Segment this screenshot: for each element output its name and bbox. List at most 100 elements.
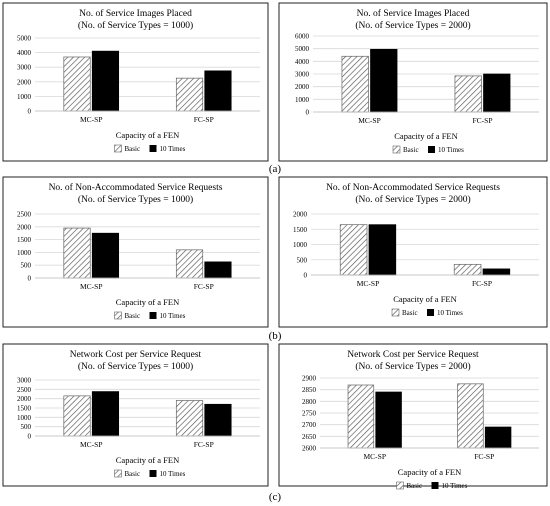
bar-basic-mc-sp: [347, 384, 375, 449]
y-tick-label: 2850: [302, 386, 317, 394]
y-tick-label: 1000: [17, 249, 32, 257]
x-axis-label: Capacity of a FEN: [398, 467, 462, 477]
row-label-a: (a): [269, 163, 282, 175]
chart-panel-2: No. of Service Images Placed(No. of Serv…: [278, 2, 548, 162]
y-tick-label: 2000: [295, 83, 310, 91]
chart-title: No. of Service Images Placed: [357, 8, 470, 19]
bar-10-times-mc-sp: [370, 48, 398, 113]
x-axis-label: Capacity of a FEN: [116, 455, 180, 465]
legend-label-basic: Basic: [407, 482, 423, 490]
y-tick-label: 4000: [17, 49, 32, 57]
y-tick-label: 2500: [17, 211, 32, 219]
legend-swatch-10-times: [149, 312, 157, 319]
x-tick-label: FC-SP: [194, 282, 214, 291]
y-tick-label: 2650: [302, 433, 317, 441]
chart-title: No. of Non-Accommodated Service Requests: [326, 182, 500, 193]
charts-layer: No. of Service Images Placed (No. of Serv…: [2, 2, 548, 490]
row-labels: (a) (b) (c): [269, 163, 282, 503]
bar-10-times-mc-sp: [375, 391, 402, 449]
y-tick-label: 2750: [302, 410, 317, 418]
chart-frame: [278, 176, 548, 328]
legend-label-basic: Basic: [125, 312, 141, 320]
bar-basic-fc-sp: [175, 249, 204, 279]
chart-title: No. of Non-Accommodated Service Requests: [49, 182, 223, 193]
x-axis-label: Capacity of a FEN: [116, 297, 180, 307]
chart-panel-3: No. of Non-Accommodated Service Requests…: [2, 176, 269, 328]
legend-swatch-basic: [114, 144, 122, 153]
legend-swatch-10-times: [149, 145, 157, 152]
row-label-b: (b): [269, 330, 282, 342]
chart-title: Network Cost per Service Request: [70, 350, 202, 360]
chart-subtitle: (No. of Service Types = 1000): [78, 194, 193, 205]
legend-label-basic: Basic: [402, 309, 418, 317]
y-tick-label: 1500: [17, 236, 32, 244]
chart-panel-6: Network Cost per Service Request(No. of …: [278, 343, 548, 490]
chart-title: Network Cost per Service Request: [347, 350, 479, 360]
y-tick-label: 500: [297, 256, 308, 264]
y-tick-label: 1000: [293, 241, 308, 249]
y-tick-label: 0: [28, 108, 32, 116]
y-tick-label: 5000: [17, 35, 32, 43]
y-tick-label: 6000: [295, 33, 310, 41]
y-tick-label: 5000: [295, 45, 310, 53]
y-tick-label: 3000: [17, 64, 32, 72]
legend-label-10-times: 10 Times: [160, 145, 186, 153]
x-tick-label: MC-SP: [363, 452, 386, 461]
y-tick-label: 3000: [17, 377, 32, 385]
bar-basic-mc-sp: [63, 395, 91, 437]
bar-10-times-mc-sp: [91, 391, 120, 437]
legend-label-10-times: 10 Times: [160, 470, 186, 478]
x-tick-label: MC-SP: [357, 279, 380, 288]
bar-10-times-mc-sp: [91, 50, 120, 112]
bar-basic-fc-sp: [453, 263, 482, 276]
x-tick-label: MC-SP: [80, 440, 103, 449]
chart-panel-1: No. of Service Images Placed(No. of Serv…: [2, 2, 269, 162]
legend-label-10-times: 10 Times: [438, 146, 464, 154]
chart-panel-5: Network Cost per Service Request(No. of …: [2, 343, 269, 487]
legend-label-basic: Basic: [125, 145, 141, 153]
chart-frame: [278, 343, 548, 487]
bar-10-times-fc-sp: [204, 261, 232, 279]
x-axis-label: Capacity of a FEN: [116, 130, 180, 140]
legend-swatch-10-times: [431, 482, 439, 489]
y-tick-label: 1000: [17, 414, 32, 422]
chart-subtitle: (No. of Service Types = 1000): [78, 20, 193, 31]
legend-label-basic: Basic: [403, 146, 419, 154]
y-tick-label: 0: [306, 109, 310, 117]
legend-swatch-basic: [114, 469, 122, 478]
legend-label-10-times: 10 Times: [442, 482, 468, 490]
y-tick-label: 0: [28, 433, 32, 441]
y-tick-label: 3000: [295, 71, 310, 79]
legend-swatch-10-times: [428, 146, 435, 153]
y-tick-label: 500: [21, 423, 32, 431]
y-tick-label: 2000: [293, 211, 308, 219]
legend-swatch-10-times: [427, 309, 434, 316]
legend-swatch-basic: [114, 311, 122, 320]
y-tick-label: 2900: [302, 375, 317, 383]
legend-swatch-10-times: [149, 470, 157, 477]
chart-subtitle: (No. of Service Types = 1000): [78, 361, 193, 372]
y-tick-label: 1500: [17, 405, 32, 413]
bar-basic-fc-sp: [457, 383, 484, 449]
bar-basic-mc-sp: [63, 227, 91, 279]
y-tick-label: 1000: [295, 96, 310, 104]
bar-10-times-fc-sp: [483, 73, 511, 113]
chart-subtitle: (No. of Service Types = 2000): [355, 194, 470, 205]
chart-subtitle: (No. of Service Types = 2000): [355, 361, 470, 372]
bar-basic-fc-sp: [175, 77, 204, 112]
y-tick-label: 2000: [17, 395, 32, 403]
row-label-c: (c): [269, 491, 282, 503]
x-tick-label: FC-SP: [474, 452, 494, 461]
x-tick-label: FC-SP: [472, 116, 492, 125]
bar-basic-fc-sp: [175, 400, 204, 437]
x-axis-label: Capacity of a FEN: [393, 294, 457, 304]
bar-10-times-mc-sp: [91, 232, 120, 279]
y-tick-label: 2000: [17, 223, 32, 231]
y-tick-label: 0: [304, 272, 308, 280]
x-axis-label: Capacity of a FEN: [394, 131, 458, 141]
legend-label-10-times: 10 Times: [160, 312, 186, 320]
bar-10-times-fc-sp: [204, 70, 232, 112]
bar-basic-fc-sp: [454, 75, 482, 113]
bar-basic-mc-sp: [341, 55, 369, 113]
legend-swatch-basic: [392, 145, 401, 154]
